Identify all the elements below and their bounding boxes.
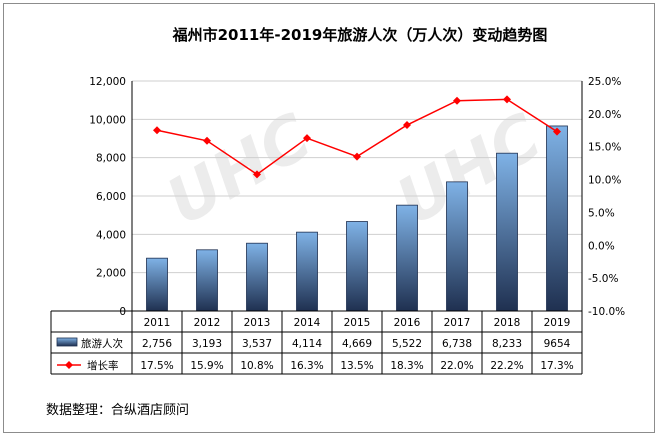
table-cell-growth: 18.3% (390, 360, 423, 372)
y-tick-label: 2,000 (96, 268, 126, 280)
chart-frame: 福州市2011年-2019年旅游人次（万人次）变动趋势图 UHC UHC 0 2,… (3, 3, 655, 433)
x-tick-label: 2019 (544, 317, 571, 329)
y-tick-label: 4,000 (96, 229, 126, 241)
bar-series (146, 125, 568, 312)
watermark-logo-left: UHC (155, 100, 324, 240)
y-tick-label: 0 (119, 306, 126, 318)
x-tick-label: 2011 (144, 317, 171, 329)
y-tick-label: 8,000 (96, 153, 126, 165)
growth-rate-marker (153, 126, 161, 135)
x-tick-label: 2016 (394, 317, 421, 329)
y2-tick-label: 15.0% (588, 142, 621, 154)
bar (446, 181, 468, 312)
table-cell-visits: 3,193 (192, 338, 222, 350)
table-cell-visits: 8,233 (492, 338, 522, 350)
y-tick-label: 12,000 (89, 76, 126, 88)
x-tick-label: 2015 (344, 317, 371, 329)
legend-swatch-marker (65, 361, 73, 369)
growth-rate-marker (253, 170, 261, 179)
x-tick-label: 2017 (444, 317, 471, 329)
y2-tick-label: 25.0% (588, 76, 621, 88)
y2-axis-labels: -10.0% -5.0% 0.0% 5.0% 10.0% 15.0% 20.0% 25.0% (588, 76, 625, 318)
table-cell-visits: 4,669 (342, 338, 372, 350)
y2-tick-label: -10.0% (588, 306, 625, 318)
y2-tick-label: 10.0% (588, 175, 621, 187)
y2-tick-label: 20.0% (588, 109, 621, 121)
source-note: 数据整理：合纵酒店顾问 (46, 403, 189, 418)
table-cell-visits: 6,738 (442, 338, 472, 350)
bar (146, 257, 168, 312)
table-cell-growth: 13.5% (340, 360, 373, 372)
axes (131, 81, 583, 311)
x-tick-label: 2012 (194, 317, 221, 329)
bar (296, 231, 318, 312)
table-cell-growth: 17.3% (540, 360, 573, 372)
y-axis-labels: 0 2,000 4,000 6,000 8,000 10,000 12,000 (89, 76, 126, 318)
bar (196, 249, 218, 312)
growth-rate-marker (303, 134, 311, 143)
x-tick-label: 2013 (244, 317, 271, 329)
chart: 福州市2011年-2019年旅游人次（万人次）变动趋势图 UHC UHC 0 2,… (46, 26, 625, 418)
watermark: UHC UHC (155, 100, 554, 240)
growth-rate-marker (353, 152, 361, 161)
y2-tick-label: 5.0% (588, 207, 615, 219)
bar (546, 125, 568, 312)
bar (396, 204, 418, 312)
growth-rate-marker (203, 136, 211, 145)
y2-tick-label: 0.0% (588, 240, 615, 252)
table-cell-growth: 10.8% (240, 360, 273, 372)
table-cell-growth: 17.5% (140, 360, 173, 372)
y-tick-label: 6,000 (96, 191, 126, 203)
legend-swatch-bar (56, 337, 78, 347)
growth-rate-marker (403, 121, 411, 130)
line-series (153, 95, 561, 179)
table-cell-visits: 3,537 (242, 338, 272, 350)
table-cell-growth: 22.2% (490, 360, 523, 372)
table-cell-growth: 22.0% (440, 360, 473, 372)
table-cell-visits: 5,522 (392, 338, 422, 350)
legend-label-line: 增长率 (87, 359, 119, 372)
table-cell-growth: 15.9% (190, 360, 223, 372)
growth-rate-marker (553, 127, 561, 136)
y2-tick-label: -5.0% (588, 273, 618, 285)
x-tick-label: 2018 (494, 317, 521, 329)
chart-title: 福州市2011年-2019年旅游人次（万人次）变动趋势图 (172, 26, 548, 44)
legend-label-bar: 旅游人次 (81, 337, 123, 350)
bar (496, 152, 518, 312)
table-cell-visits: 9654 (544, 338, 571, 350)
table-cell-visits: 4,114 (292, 338, 322, 350)
growth-rate-marker (453, 96, 461, 105)
bar (346, 221, 368, 312)
table-cell-visits: 2,756 (142, 338, 172, 350)
bar (246, 242, 268, 312)
data-table: 2011 2012 2013 2014 2015 2016 2017 2018 2019 旅游人次… (50, 310, 583, 375)
y-tick-label: 10,000 (89, 114, 126, 126)
growth-rate-marker (503, 95, 511, 104)
x-tick-label: 2014 (294, 317, 321, 329)
table-cell-growth: 16.3% (290, 360, 323, 372)
